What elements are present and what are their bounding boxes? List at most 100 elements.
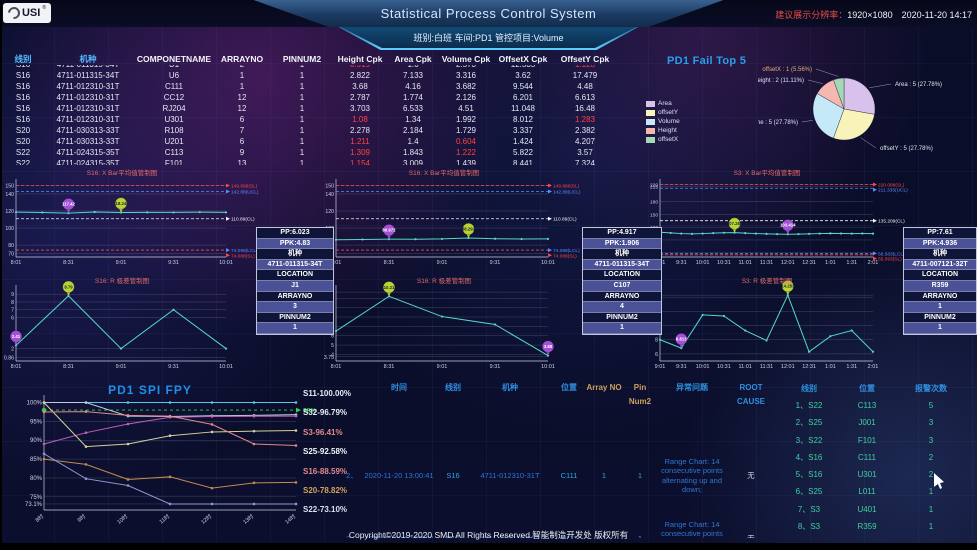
fpy-series-labels: S11-100.00% S32-96.79% S3-96.41% S25-92.58%…: [303, 389, 351, 525]
fpy-chart: 100% 95% 90% 85% 80% 75%73.1% 8时 9时 10时 11时 12时 13时…: [25, 395, 316, 526]
cpk-cell: 12: [237, 104, 247, 113]
cpk-table: 线别 机种 COMPONETNAME ARRAYNO PINNUM2 Height Cpk…: [6, 53, 618, 165]
svg-text:142.88(UCL): 142.88(UCL): [553, 189, 581, 195]
cpk-col-header: 线别: [14, 54, 32, 64]
svg-text:55.093(SL): 55.093(SL): [878, 257, 902, 263]
cpk-cell: 0.919: [332, 65, 388, 70]
panel-row: LOCATION: [257, 270, 333, 281]
cpk-cell: 1.154: [349, 159, 371, 165]
pie-callout: offsetY : 5 (27.78%): [880, 146, 933, 152]
svg-text:1:01: 1:01: [825, 364, 836, 370]
cpk-cell: 4711-024315-35T: [56, 159, 120, 165]
count-location: C111: [858, 452, 876, 462]
cpk-cell: 1: [299, 137, 305, 146]
svg-text:9:01: 9:01: [655, 364, 666, 370]
svg-text:85%: 85%: [30, 457, 43, 463]
cpk-cell: 3.009: [402, 159, 424, 165]
svg-text:8: 8: [655, 338, 658, 344]
svg-text:9:01: 9:01: [437, 364, 448, 370]
cpk-cell: C113: [164, 148, 184, 157]
cpk-body-scroll[interactable]: S164711-011315-34TU1210.9191.62.57312.53…: [6, 65, 618, 165]
cpk-cell: 1.128: [552, 65, 618, 70]
legend-label: Height: [658, 127, 677, 134]
svg-text:10:31: 10:31: [717, 364, 731, 370]
cpk-cell: S16: [6, 65, 40, 70]
svg-text:100: 100: [5, 226, 14, 232]
svg-text:10:01: 10:01: [696, 364, 710, 370]
alarm-col-header: 位置: [561, 383, 577, 392]
cpk-cell: 3.682: [455, 82, 477, 91]
alarm-root-cause: 无: [726, 507, 776, 538]
panel-row: 1: [904, 302, 976, 313]
alarm-balloon-marker: [382, 224, 396, 237]
cpk-cell: 8.441: [512, 159, 534, 165]
legend-label: offsetX: [658, 136, 679, 143]
svg-text:6: 6: [11, 316, 14, 322]
panel-row: PP:6.023: [257, 228, 333, 239]
cpk-cell: 4711-030313-33T: [56, 126, 120, 135]
title-banner: Statistical Process Control System: [253, 0, 724, 27]
svg-text:6: 6: [331, 334, 334, 340]
cpk-col-header: ARRAYNO: [220, 54, 264, 64]
cpk-cell: 1.729: [455, 126, 477, 135]
r-chart-1-title: S16: R 极差管制图: [94, 278, 150, 285]
legend-label: Volume: [658, 118, 680, 125]
alarm-detail-table: 时间 线别 机种 位置 Array NO Pin Num2 异常问题 ROOT CAUSE 2、…: [344, 381, 776, 538]
cpk-cell: 1: [299, 82, 305, 91]
alarm-col-header: 时间: [391, 383, 407, 392]
alarm-model: 4711-012310-31T: [468, 507, 552, 538]
alarm-balloon-marker: [9, 330, 23, 343]
svg-text:11时: 11时: [157, 512, 171, 526]
cpk-cell: 3.68: [352, 82, 368, 91]
svg-text:10:31: 10:31: [717, 260, 731, 266]
svg-text:220.098(SL): 220.098(SL): [878, 183, 905, 189]
panel-row: 1: [257, 323, 333, 334]
svg-text:11:01: 11:01: [739, 364, 752, 370]
top-bar: USI ® Statistical Process Control System…: [0, 0, 977, 27]
cpk-cell: 3.57: [577, 148, 593, 157]
point-detail-panel-2: PP:4.917 PPK:1.906 机种 4711-011315-34T LOCATI…: [582, 227, 662, 335]
alarm-time: 2020-11-20 13:00:41: [364, 471, 434, 480]
r-chart-2-title: S16: R 极差管制图: [416, 278, 472, 285]
alarm-row-number: 2、: [346, 471, 358, 480]
cpk-cell: 3.316: [455, 71, 477, 80]
subtitle-banner: 班别:白班 车间:PD1 管控项目:Volume: [338, 27, 639, 50]
cpk-cell: 6: [239, 115, 245, 124]
cpk-cell: 1.992: [455, 115, 477, 124]
svg-text:7: 7: [11, 308, 14, 314]
fpy-series-label: S16-88.59%: [303, 466, 348, 476]
svg-text:14.283: 14.283: [781, 284, 795, 289]
cpk-col-header: Area Cpk: [394, 54, 432, 64]
svg-text:6: 6: [655, 352, 658, 358]
alarm-col-header: 异常问题: [676, 383, 708, 392]
fpy-series-label: S32-96.79%: [303, 408, 348, 418]
panel-row: R359: [904, 280, 976, 292]
cpk-cell: 9.544: [512, 82, 534, 91]
svg-text:1:31: 1:31: [846, 260, 857, 266]
count-location: C113: [857, 401, 877, 410]
cpk-cell: 1.439: [455, 159, 477, 165]
cpk-cell: 3.703: [349, 104, 371, 113]
shift-info: 班别:白班 车间:PD1 管控项目:Volume: [340, 27, 637, 48]
svg-text:117.42: 117.42: [62, 202, 76, 207]
svg-text:10:01: 10:01: [696, 260, 710, 266]
cpk-cell: 6.613: [574, 93, 596, 102]
count-location: F101: [857, 435, 877, 445]
cpk-cell: 2.382: [574, 126, 596, 135]
cpk-cell: 9: [239, 148, 245, 157]
panel-row: ARRAYNO: [904, 291, 976, 303]
cpk-col-header: Volume Cpk: [441, 54, 491, 64]
cpk-cell: 2: [212, 65, 272, 70]
cpk-cell: S20: [15, 126, 31, 135]
cpk-cell: 6.533: [402, 104, 424, 113]
svg-text:6.813: 6.813: [676, 337, 687, 342]
count-alarms: 1: [928, 504, 934, 514]
datetime: 2020-11-20 14:17: [901, 10, 972, 20]
alarm-array-no: 1: [601, 471, 607, 480]
panel-row: PPK:1.906: [583, 238, 661, 250]
svg-text:8:31: 8:31: [384, 364, 395, 370]
r-chart-2: 10.66109876543.758:018:319:019:3110:0110…: [321, 281, 555, 370]
svg-text:90%: 90%: [30, 438, 43, 444]
svg-text:211.335(UCL): 211.335(UCL): [878, 188, 908, 194]
alarm-time: 2020-11-20 13:30:38: [360, 507, 438, 538]
